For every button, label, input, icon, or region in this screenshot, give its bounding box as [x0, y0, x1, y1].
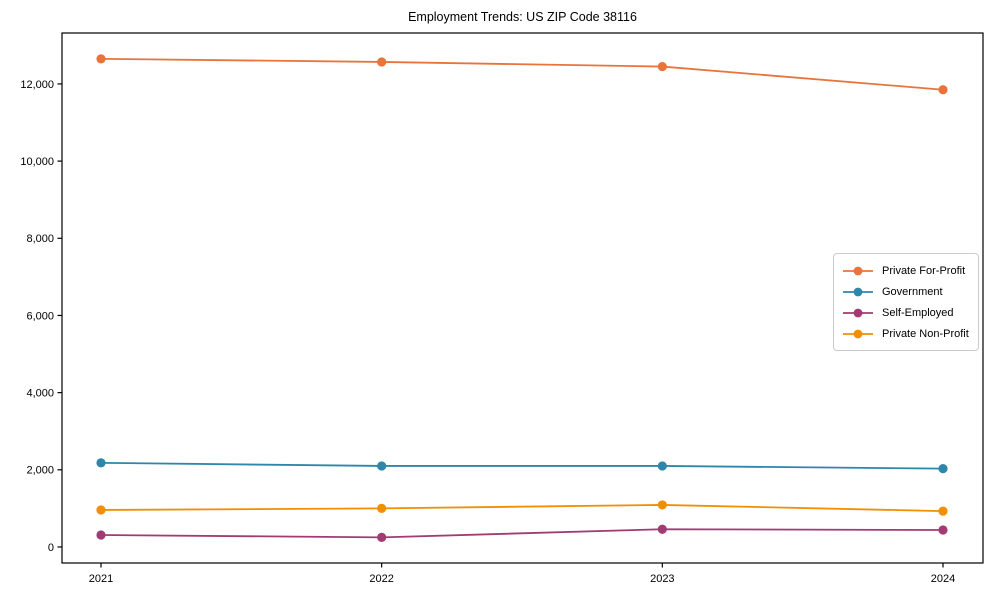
series-line-private-non-profit: [100, 504, 944, 512]
y-tick-label: 10,000: [20, 156, 54, 168]
legend-label: Private Non-Profit: [882, 327, 969, 340]
data-point: [377, 532, 387, 542]
x-tick-label: 2023: [650, 573, 674, 585]
x-tick-label: 2021: [89, 573, 113, 585]
axes-frame: [61, 32, 984, 564]
legend-item: Private Non-Profit: [842, 323, 970, 344]
data-point: [96, 54, 106, 64]
data-point: [938, 525, 948, 535]
data-point: [657, 461, 667, 471]
x-tick-label: 2022: [369, 573, 393, 585]
legend-line-marker-icon: [843, 308, 873, 317]
data-point: [938, 85, 948, 95]
legend-line-marker-icon: [843, 266, 873, 275]
series-line-private-for-profit: [100, 57, 944, 91]
data-point: [96, 530, 106, 540]
y-tick-label: 12,000: [20, 79, 54, 91]
y-tick-label: 8,000: [26, 233, 54, 245]
data-point: [377, 57, 387, 67]
legend-item: Private For-Profit: [842, 260, 970, 281]
legend-label: Private For-Profit: [882, 264, 966, 277]
data-point: [96, 505, 106, 515]
legend-label: Government: [882, 285, 943, 298]
y-tick-label: 0: [48, 542, 54, 554]
y-tick-label: 6,000: [26, 310, 54, 322]
data-point: [657, 61, 667, 72]
legend-item: Government: [842, 281, 970, 302]
data-point: [657, 500, 667, 510]
legend-line-marker-icon: [843, 287, 873, 296]
legend-item: Self-Employed: [842, 302, 970, 323]
y-tick-label: 4,000: [26, 387, 54, 399]
data-point: [938, 506, 948, 516]
chart-title: Employment Trends: US ZIP Code 38116: [408, 10, 637, 24]
legend-label: Self-Employed: [882, 306, 954, 319]
legend: Private For-Profit Government Self-Employe…: [833, 253, 979, 351]
data-point: [377, 461, 387, 471]
legend-line-marker-icon: [843, 329, 873, 338]
data-point: [377, 503, 387, 513]
series-line-government: [100, 461, 944, 470]
y-tick-label: 2,000: [26, 465, 54, 477]
data-point: [657, 524, 667, 534]
x-tick-label: 2024: [931, 573, 955, 585]
data-point: [938, 464, 948, 474]
data-point: [96, 458, 106, 468]
series-line-self-employed: [100, 528, 944, 539]
